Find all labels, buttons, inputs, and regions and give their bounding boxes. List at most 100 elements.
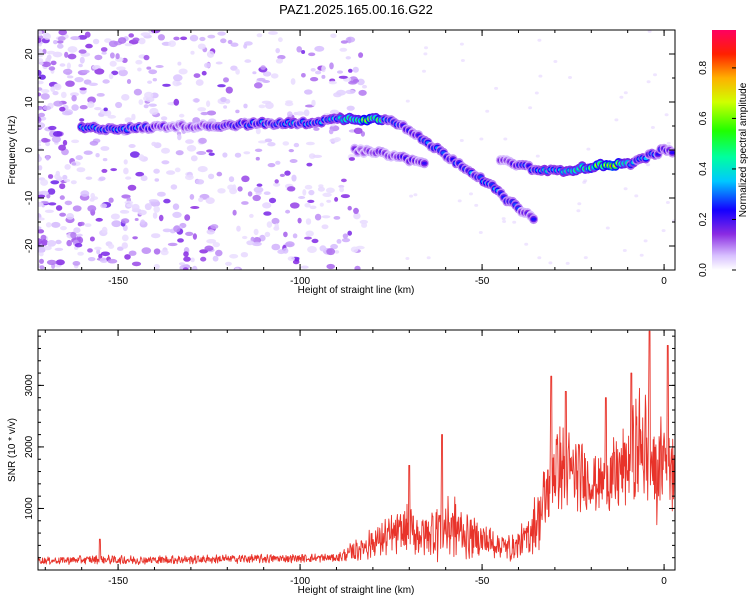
noise-blob (53, 83, 60, 89)
noise-blob (38, 155, 42, 163)
noise-blob (290, 78, 296, 85)
noise-blob (58, 30, 67, 36)
colorbar-tick-label: 0.2 (698, 212, 709, 226)
noise-blob (92, 38, 100, 45)
noise-blob (200, 256, 207, 262)
noise-blob (109, 60, 117, 67)
noise-blob (38, 80, 44, 85)
noise-blob (195, 79, 204, 86)
noise-blob (161, 147, 170, 154)
noise-blob (650, 126, 655, 129)
noise-blob (263, 191, 271, 195)
noise-blob (172, 203, 180, 210)
noise-blob (100, 47, 108, 52)
noise-blob (358, 89, 367, 96)
noise-blob (38, 74, 46, 80)
noise-blob (229, 253, 239, 259)
noise-blob (148, 199, 159, 203)
noise-blob (223, 105, 228, 109)
noise-blob (205, 197, 215, 205)
noise-blob (189, 34, 199, 42)
noise-blob (173, 36, 180, 41)
noise-blob (77, 251, 84, 256)
noise-blob (553, 60, 558, 63)
noise-blob (225, 86, 233, 94)
noise-blob (108, 73, 114, 80)
noise-blob (160, 249, 169, 256)
noise-blob (586, 147, 591, 151)
noise-blob (201, 70, 207, 76)
noise-blob (251, 241, 262, 247)
noise-blob (237, 186, 243, 192)
noise-blob (40, 93, 50, 100)
noise-blob (405, 257, 410, 260)
noise-blob (646, 80, 651, 84)
noise-blob (326, 263, 336, 270)
noise-blob (45, 141, 51, 147)
noise-blob (329, 109, 340, 115)
noise-blob (243, 43, 248, 49)
noise-blob (175, 150, 184, 156)
noise-blob (38, 165, 43, 171)
noise-blob (565, 261, 570, 265)
noise-blob (148, 69, 158, 75)
noise-blob (100, 251, 110, 257)
x-tick-label: -150 (108, 276, 128, 287)
noise-blob (303, 109, 310, 117)
noise-blob (478, 231, 483, 234)
noise-blob (422, 69, 426, 73)
noise-blob (268, 197, 277, 204)
noise-blob (43, 138, 51, 143)
noise-blob (217, 188, 226, 194)
noise-blob (162, 83, 171, 87)
noise-blob (230, 42, 239, 47)
noise-blob (121, 234, 129, 242)
noise-blob (103, 107, 108, 112)
noise-blob (38, 217, 45, 221)
noise-blob (206, 100, 211, 107)
noise-blob (460, 59, 465, 62)
noise-blob (405, 99, 410, 103)
noise-blob (85, 43, 93, 49)
noise-blob (143, 104, 149, 109)
noise-blob (325, 187, 335, 194)
y-tick-label: -20 (24, 238, 35, 253)
noise-blob (234, 267, 240, 270)
x-tick-label: -50 (475, 276, 490, 287)
noise-blob (228, 176, 235, 183)
noise-blob (215, 249, 223, 257)
noise-blob (92, 65, 99, 70)
noise-blob (308, 153, 316, 159)
noise-blob (42, 245, 52, 251)
noise-blob (337, 70, 343, 74)
noise-blob (647, 30, 652, 33)
noise-blob (185, 231, 194, 236)
noise-blob (352, 66, 359, 73)
noise-blob (279, 173, 285, 177)
noise-blob (110, 168, 117, 172)
noise-blob (70, 36, 81, 41)
noise-blob (227, 39, 233, 45)
noise-blob (125, 176, 132, 180)
noise-blob (179, 113, 185, 118)
noise-blob (117, 37, 127, 44)
noise-blob (502, 220, 507, 223)
noise-blob (62, 139, 68, 146)
noise-blob (479, 137, 484, 141)
noise-blob (206, 110, 217, 116)
noise-blob (127, 184, 137, 191)
noise-blob (87, 205, 97, 212)
noise-blob (283, 231, 288, 238)
noise-blob (38, 48, 43, 52)
noise-blob (302, 189, 307, 196)
noise-blob (512, 220, 517, 224)
noise-blob (305, 230, 314, 237)
noise-blob (71, 162, 77, 166)
noise-blob (328, 80, 337, 85)
y-tick-label: 0 (24, 147, 35, 153)
x-tick-label: -50 (475, 576, 490, 587)
noise-blob (40, 234, 47, 241)
noise-blob (230, 65, 238, 71)
noise-blob (128, 250, 137, 256)
